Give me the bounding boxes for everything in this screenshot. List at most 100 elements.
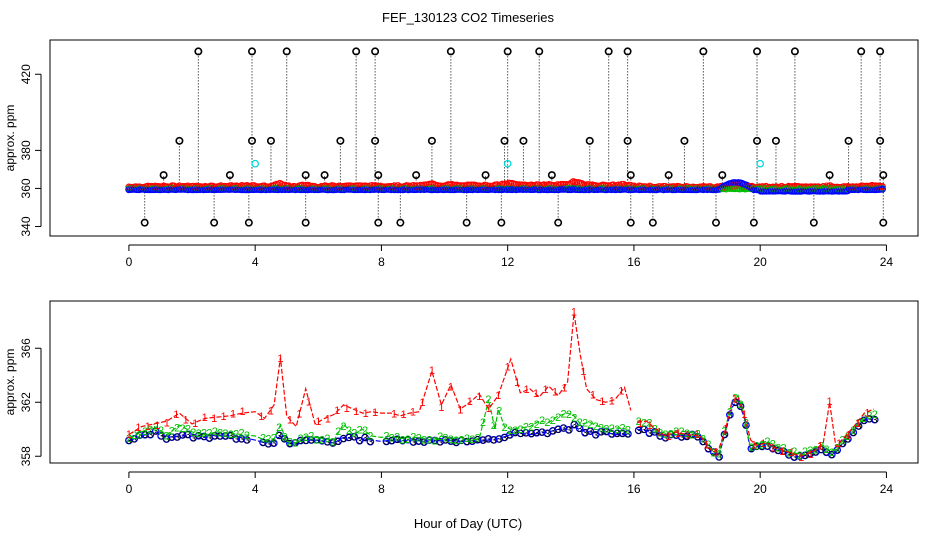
series-2-marker-label: 2: [410, 431, 416, 443]
series-3-marker-label: 3: [244, 435, 250, 446]
series-2-marker-label: 2: [550, 415, 556, 427]
series-3-marker-label: 3: [233, 435, 239, 446]
series-2-marker-label: 2: [582, 418, 588, 430]
series-3-marker-label: 3: [834, 446, 840, 457]
outlier-point: [749, 218, 758, 227]
series-3-marker-label: 3: [711, 448, 717, 459]
series-3-point: [516, 429, 525, 438]
series-2-marker-label: 2: [163, 431, 169, 443]
series-3-point: [554, 425, 563, 434]
series-3-marker-label: 3: [400, 436, 406, 447]
series-3-point: [430, 436, 439, 445]
series-2-marker-label: 2: [512, 425, 518, 437]
series-2-marker-label: 2: [239, 428, 245, 440]
series-1-marker-label: 1: [514, 377, 520, 389]
outlier-point: [301, 171, 310, 180]
series-3-marker-label: 3: [309, 436, 315, 447]
series-2-marker-label: 2: [464, 433, 470, 445]
series-3-marker-label: 3: [480, 436, 486, 447]
series-2-marker-label: 2: [131, 430, 137, 442]
series-2-marker-label: 2: [571, 412, 577, 424]
series-1-point: [620, 180, 628, 189]
series-3-point: [184, 430, 192, 439]
series-2-marker-label: 2: [646, 418, 652, 430]
series-2-marker-label: 2: [813, 444, 819, 456]
series-1-marker-label: 1: [542, 384, 548, 396]
series-1-marker-label: 1: [713, 446, 719, 458]
series-3-point: [382, 437, 391, 446]
series-1-marker-label: 1: [827, 396, 833, 408]
outlier-point: [844, 136, 853, 145]
series-3-point: [141, 430, 149, 439]
series-1-marker-label: 1: [391, 409, 397, 421]
series-2-marker-label: 2: [614, 424, 620, 436]
series-2-marker-label: 2: [507, 425, 513, 437]
series-3-marker-label: 3: [464, 437, 470, 448]
outlier-point: [194, 47, 203, 56]
series-1-point: [585, 181, 593, 189]
series-3-point: [210, 432, 219, 440]
series-1-marker-label: 1: [561, 382, 567, 394]
series-3-marker-label: 3: [566, 425, 572, 436]
series-3-marker-label: 3: [749, 444, 755, 455]
series-1-marker-label: 1: [770, 443, 776, 455]
series-2-marker-label: 2: [625, 425, 631, 437]
top-y-tick-label: 420: [19, 64, 33, 84]
series-2-marker-label: 2: [780, 443, 786, 455]
bottom-plot-frame: [49, 300, 919, 464]
highlight-point: [503, 159, 512, 168]
series-3-point: [870, 415, 879, 424]
series-3-marker-label: 3: [781, 447, 787, 458]
series-3-point: [479, 436, 487, 445]
series-3-point: [409, 438, 418, 446]
series-2-marker-label: 2: [190, 427, 196, 439]
series-2-marker-label: 2: [437, 431, 443, 443]
series-2-marker-label: 2: [303, 432, 309, 444]
series-2-marker-label: 2: [324, 433, 330, 445]
top-y-tick-label: 360: [19, 178, 33, 198]
outlier-point: [210, 218, 219, 227]
series-3-point: [495, 435, 504, 443]
top-x-tick-label: 8: [378, 255, 385, 269]
series-2-marker-label: 2: [850, 425, 856, 437]
series-3-marker-label: 3: [512, 428, 518, 439]
series-3-marker-label: 3: [384, 437, 390, 448]
series-2-marker-label: 2: [770, 438, 776, 450]
series-2-line: [637, 394, 874, 456]
outlier-point: [623, 136, 632, 145]
series-3-marker-label: 3: [727, 410, 733, 421]
series-2-marker-label: 2: [469, 434, 475, 446]
series-3-marker-label: 3: [604, 427, 610, 438]
series-1-marker-label: 1: [325, 414, 331, 426]
series-2-marker-label: 2: [845, 431, 851, 443]
series-2-marker-label: 2: [174, 423, 180, 435]
series-3-point: [441, 436, 450, 444]
series-3-point: [269, 439, 278, 447]
series-3-point: [586, 427, 595, 436]
series-1-marker-label: 1: [164, 417, 170, 429]
series-3-marker-label: 3: [529, 429, 535, 440]
outlier-point: [462, 218, 471, 227]
series-3-point: [468, 437, 477, 446]
outlier-point: [753, 136, 762, 145]
highlight-point: [251, 159, 260, 168]
series-2-marker-label: 2: [357, 424, 363, 436]
series-3-marker-label: 3: [695, 432, 701, 443]
series-3-marker-label: 3: [690, 430, 696, 441]
series-2-marker-label: 2: [496, 406, 502, 418]
series-3-marker-label: 3: [282, 434, 288, 445]
series-3-marker-label: 3: [185, 430, 191, 441]
series-3-marker-label: 3: [276, 431, 282, 442]
series-2-marker-label: 2: [308, 431, 314, 443]
series-2-marker-label: 2: [807, 445, 813, 457]
series-3-point: [130, 434, 139, 443]
series-2-marker-label: 2: [459, 434, 465, 446]
series-3-point: [339, 434, 348, 443]
series-2-marker-label: 2: [834, 443, 840, 455]
series-3-point: [511, 428, 520, 437]
series-3-point: [457, 436, 466, 445]
series-3-marker-label: 3: [164, 435, 170, 446]
series-3-marker-label: 3: [351, 432, 357, 443]
series-3-marker-label: 3: [609, 429, 615, 440]
series-2-marker-label: 2: [265, 433, 271, 445]
